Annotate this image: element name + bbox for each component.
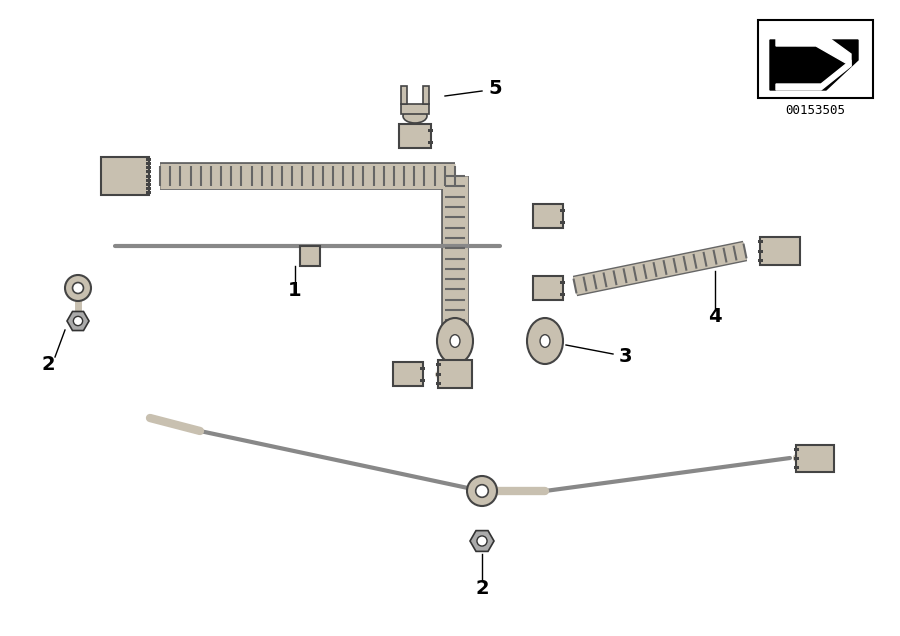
Bar bbox=[146, 170, 151, 173]
FancyBboxPatch shape bbox=[438, 360, 472, 388]
Bar bbox=[794, 466, 799, 469]
Bar bbox=[146, 187, 151, 190]
Bar bbox=[146, 174, 151, 177]
Circle shape bbox=[73, 282, 84, 293]
FancyBboxPatch shape bbox=[300, 246, 320, 266]
Circle shape bbox=[476, 485, 489, 497]
Bar bbox=[436, 363, 441, 366]
FancyBboxPatch shape bbox=[796, 445, 834, 471]
Circle shape bbox=[65, 275, 91, 301]
Bar bbox=[436, 373, 441, 375]
Bar bbox=[758, 259, 763, 262]
Bar bbox=[436, 382, 441, 385]
Bar bbox=[401, 86, 407, 104]
Bar bbox=[146, 162, 151, 165]
Bar bbox=[420, 366, 425, 370]
Text: 1: 1 bbox=[288, 282, 302, 300]
Bar bbox=[146, 179, 151, 182]
FancyBboxPatch shape bbox=[101, 157, 149, 195]
Bar bbox=[146, 158, 151, 161]
Circle shape bbox=[467, 476, 497, 506]
Polygon shape bbox=[470, 530, 494, 551]
Bar bbox=[401, 104, 429, 114]
Text: 3: 3 bbox=[618, 347, 632, 366]
Circle shape bbox=[477, 536, 487, 546]
Ellipse shape bbox=[527, 318, 563, 364]
FancyBboxPatch shape bbox=[399, 124, 431, 148]
Text: 00153505: 00153505 bbox=[786, 104, 845, 118]
Bar bbox=[423, 86, 429, 104]
Bar bbox=[794, 448, 799, 450]
FancyBboxPatch shape bbox=[760, 237, 800, 265]
Bar bbox=[560, 209, 565, 212]
Text: 5: 5 bbox=[488, 78, 502, 97]
FancyBboxPatch shape bbox=[533, 276, 563, 300]
Ellipse shape bbox=[437, 318, 473, 364]
Bar bbox=[758, 240, 763, 243]
FancyBboxPatch shape bbox=[533, 204, 563, 228]
FancyBboxPatch shape bbox=[393, 362, 423, 386]
Polygon shape bbox=[770, 40, 858, 90]
Bar bbox=[560, 293, 565, 296]
Bar bbox=[146, 166, 151, 169]
Bar bbox=[428, 128, 433, 132]
Bar bbox=[758, 20, 873, 98]
Bar bbox=[794, 457, 799, 459]
Circle shape bbox=[74, 316, 83, 326]
Ellipse shape bbox=[450, 335, 460, 347]
Bar bbox=[428, 141, 433, 144]
Bar bbox=[560, 221, 565, 223]
Bar bbox=[420, 378, 425, 382]
Polygon shape bbox=[776, 30, 851, 66]
Ellipse shape bbox=[540, 335, 550, 347]
Bar bbox=[758, 249, 763, 252]
Bar bbox=[560, 280, 565, 284]
Bar bbox=[146, 183, 151, 186]
Text: 2: 2 bbox=[475, 579, 489, 598]
Polygon shape bbox=[67, 312, 89, 331]
Ellipse shape bbox=[403, 109, 427, 123]
Text: 2: 2 bbox=[41, 354, 55, 373]
Polygon shape bbox=[776, 60, 851, 90]
Bar bbox=[146, 191, 151, 195]
Text: 4: 4 bbox=[708, 307, 722, 326]
